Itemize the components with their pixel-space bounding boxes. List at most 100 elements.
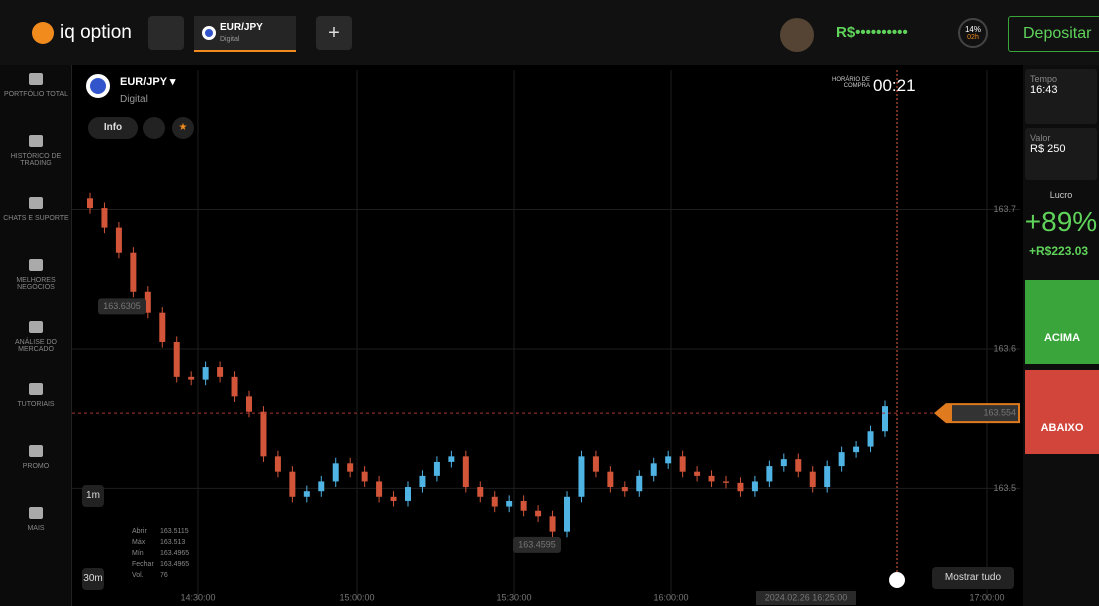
icon bbox=[29, 507, 43, 519]
sidebar-label: ANÁLISE DO MERCADO bbox=[0, 339, 72, 353]
alert-button[interactable] bbox=[143, 117, 165, 139]
up-button[interactable]: ACIMA bbox=[1025, 280, 1099, 364]
candle-body bbox=[318, 481, 324, 491]
candle-body bbox=[868, 431, 874, 446]
candle-body bbox=[492, 497, 498, 507]
candle-body bbox=[246, 396, 252, 411]
candle-body bbox=[752, 481, 758, 491]
tab-type: Digital bbox=[220, 36, 239, 43]
icon bbox=[29, 73, 43, 85]
asset-tab[interactable]: EUR/JPY Digital bbox=[194, 16, 296, 52]
candle-body bbox=[448, 456, 454, 462]
purchase-label: HORÁRIO DECOMPRA bbox=[822, 77, 870, 89]
balance[interactable]: R$•••••••••• bbox=[836, 24, 908, 41]
flag bbox=[202, 26, 216, 40]
price-marker: 163.6305 bbox=[103, 301, 141, 311]
candle-body bbox=[101, 208, 107, 228]
candle-body bbox=[651, 463, 657, 476]
deposit-button[interactable]: Depositar bbox=[1008, 16, 1099, 52]
candle-body bbox=[550, 516, 556, 531]
candle-body bbox=[159, 313, 165, 342]
info-button[interactable]: Info bbox=[88, 117, 138, 139]
candle-body bbox=[636, 476, 642, 491]
purchase-label-2: COMPRA bbox=[822, 83, 870, 89]
candle-body bbox=[116, 228, 122, 253]
candle-body bbox=[506, 501, 512, 507]
ohlc-value: 76 bbox=[160, 572, 168, 579]
candle-body bbox=[665, 456, 671, 463]
sidebar-label: MAIS bbox=[0, 525, 72, 532]
icon bbox=[29, 197, 43, 209]
sidebar-label: PORTFÓLIO TOTAL bbox=[0, 91, 72, 98]
down-button[interactable]: ABAIXO bbox=[1025, 370, 1099, 454]
ohlc-info: Abrir163.5115Máx163.513Mín163.4965Fechar… bbox=[132, 526, 189, 581]
sidebar: PORTFÓLIO TOTAL HISTÓRICO DE TRADING CHATS… bbox=[0, 65, 72, 606]
y-tick-label: 163.5 bbox=[993, 483, 1016, 493]
asset-name[interactable]: EUR/JPY ▾ bbox=[120, 75, 175, 88]
candle-body bbox=[839, 452, 845, 466]
sidebar-label: CHATS E SUPORTE bbox=[0, 215, 72, 222]
current-time: 2024.02.26 16:25:00 bbox=[765, 592, 848, 602]
candle-body bbox=[260, 412, 266, 457]
chart: 163.7163.6163.514:30:0015:00:0015:30:001… bbox=[72, 65, 1023, 606]
sidebar-item[interactable]: PORTFÓLIO TOTAL bbox=[0, 65, 72, 127]
add-tab[interactable]: + bbox=[316, 16, 352, 50]
sidebar-label: MELHORES NEGÓCIOS bbox=[0, 277, 72, 291]
candle-body bbox=[419, 476, 425, 487]
candle-body bbox=[434, 462, 440, 476]
candle-body bbox=[289, 472, 295, 497]
x-tick-label: 16:00:00 bbox=[653, 592, 688, 602]
show-all-button[interactable]: Mostrar tudo bbox=[932, 567, 1014, 589]
candle-body bbox=[680, 456, 686, 471]
ohlc-row: Abrir163.5115 bbox=[132, 526, 189, 537]
grid-button[interactable] bbox=[148, 16, 184, 50]
favorite-button[interactable]: ★ bbox=[172, 117, 194, 139]
time-label: Tempo bbox=[1030, 74, 1092, 84]
candle-body bbox=[275, 456, 281, 471]
avatar[interactable] bbox=[780, 18, 814, 52]
candle-body bbox=[723, 481, 729, 482]
icon bbox=[29, 445, 43, 457]
ohlc-label: Vol. bbox=[132, 570, 160, 581]
candle-body bbox=[810, 472, 816, 487]
candle-body bbox=[607, 472, 613, 487]
sidebar-item[interactable]: MAIS bbox=[0, 499, 72, 561]
ohlc-label: Máx bbox=[132, 537, 160, 548]
candle-body bbox=[564, 497, 570, 532]
profit-value: +R$223.03 bbox=[1029, 244, 1099, 258]
sidebar-item[interactable]: MELHORES NEGÓCIOS bbox=[0, 251, 72, 313]
candle-body bbox=[188, 377, 194, 380]
profit-label: Lucro bbox=[1023, 190, 1099, 200]
candle-body bbox=[593, 456, 599, 471]
sidebar-item[interactable]: HISTÓRICO DE TRADING bbox=[0, 127, 72, 189]
ohlc-label: Abrir bbox=[132, 526, 160, 537]
sidebar-label: HISTÓRICO DE TRADING bbox=[0, 153, 72, 167]
candle-body bbox=[376, 481, 382, 496]
candle-body bbox=[694, 472, 700, 476]
interval-button[interactable]: 1m bbox=[82, 485, 104, 507]
candle-body bbox=[333, 463, 339, 481]
y-tick-label: 163.6 bbox=[993, 343, 1016, 353]
candle-body bbox=[795, 459, 801, 472]
candle-body bbox=[766, 466, 772, 481]
ohlc-label: Fechar bbox=[132, 559, 160, 570]
x-tick-label: 15:30:00 bbox=[496, 592, 531, 602]
profit-pct: +89% bbox=[1023, 206, 1099, 238]
time-value: 16:43 bbox=[1030, 84, 1092, 96]
top-bar: iq option EUR/JPY Digital + R$••••••••••… bbox=[0, 0, 1099, 65]
x-tick-label: 15:00:00 bbox=[339, 592, 374, 602]
sidebar-item[interactable]: PROMO bbox=[0, 437, 72, 499]
candle-body bbox=[709, 476, 715, 482]
candle-body bbox=[203, 367, 209, 380]
candle-body bbox=[853, 447, 859, 453]
period-button[interactable]: 30m bbox=[82, 568, 104, 590]
candle-body bbox=[477, 487, 483, 497]
sidebar-item[interactable]: ANÁLISE DO MERCADO bbox=[0, 313, 72, 375]
sidebar-item[interactable]: CHATS E SUPORTE bbox=[0, 189, 72, 251]
ohlc-label: Mín bbox=[132, 548, 160, 559]
expiry-marker bbox=[889, 572, 905, 588]
sidebar-item[interactable]: TUTORIAIS bbox=[0, 375, 72, 437]
